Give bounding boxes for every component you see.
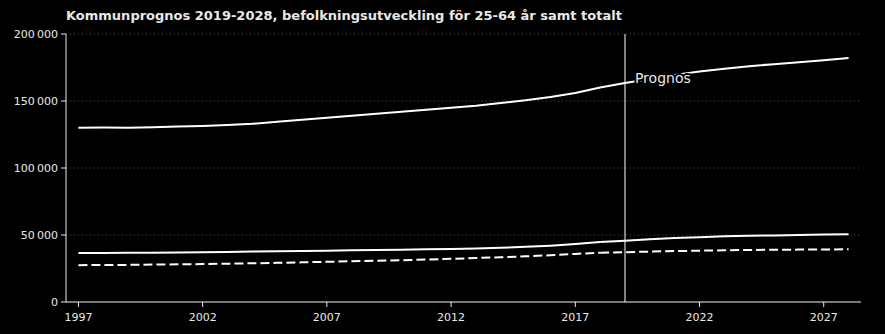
chart: Kommunprognos 2019-2028, befolkningsutve… xyxy=(0,0,885,334)
y-tick xyxy=(61,235,66,236)
x-tick xyxy=(451,302,452,307)
grid-line xyxy=(66,34,861,35)
x-tick xyxy=(699,302,700,307)
y-tick xyxy=(61,34,66,35)
x-tick-label: 2002 xyxy=(189,311,217,324)
annotation: Prognos xyxy=(635,70,691,86)
y-tick-label: 50 000 xyxy=(21,229,58,242)
y-axis-line xyxy=(66,34,67,302)
series-line xyxy=(78,88,600,128)
x-tick-label: 1997 xyxy=(64,311,92,324)
y-tick-label: 200 000 xyxy=(14,28,58,41)
axes: 0 50 000 100 000 150 000 200 000 1997 2002 2007… xyxy=(14,28,861,325)
grid-line xyxy=(66,101,861,102)
x-tick-label: 2017 xyxy=(561,311,589,324)
y-tick xyxy=(61,101,66,102)
x-tick xyxy=(575,302,576,307)
x-tick xyxy=(823,302,824,307)
x-tick-label: 2012 xyxy=(437,311,465,324)
grid-line xyxy=(66,168,861,169)
y-tick xyxy=(61,168,66,169)
plot-area xyxy=(78,34,848,302)
series-line xyxy=(600,234,848,242)
x-tick-label: 2022 xyxy=(686,311,714,324)
series-line xyxy=(78,242,600,253)
y-tick-label: 100 000 xyxy=(14,162,58,175)
background xyxy=(0,0,885,334)
x-axis-line xyxy=(66,302,861,303)
grid xyxy=(66,34,861,302)
series-line xyxy=(78,253,600,265)
x-tick xyxy=(78,302,79,307)
x-tick xyxy=(326,302,327,307)
series-line xyxy=(600,58,848,87)
series-line xyxy=(600,249,848,252)
y-tick-label: 150 000 xyxy=(14,95,58,108)
x-tick-label: 2007 xyxy=(313,311,341,324)
forecast-line xyxy=(624,34,625,302)
y-tick xyxy=(61,302,66,303)
title: Kommunprognos 2019-2028, befolkningsutve… xyxy=(66,8,622,23)
y-tick-label: 0 xyxy=(51,296,58,309)
x-tick xyxy=(202,302,203,307)
x-tick-label: 2027 xyxy=(810,311,838,324)
grid-line xyxy=(66,302,861,303)
